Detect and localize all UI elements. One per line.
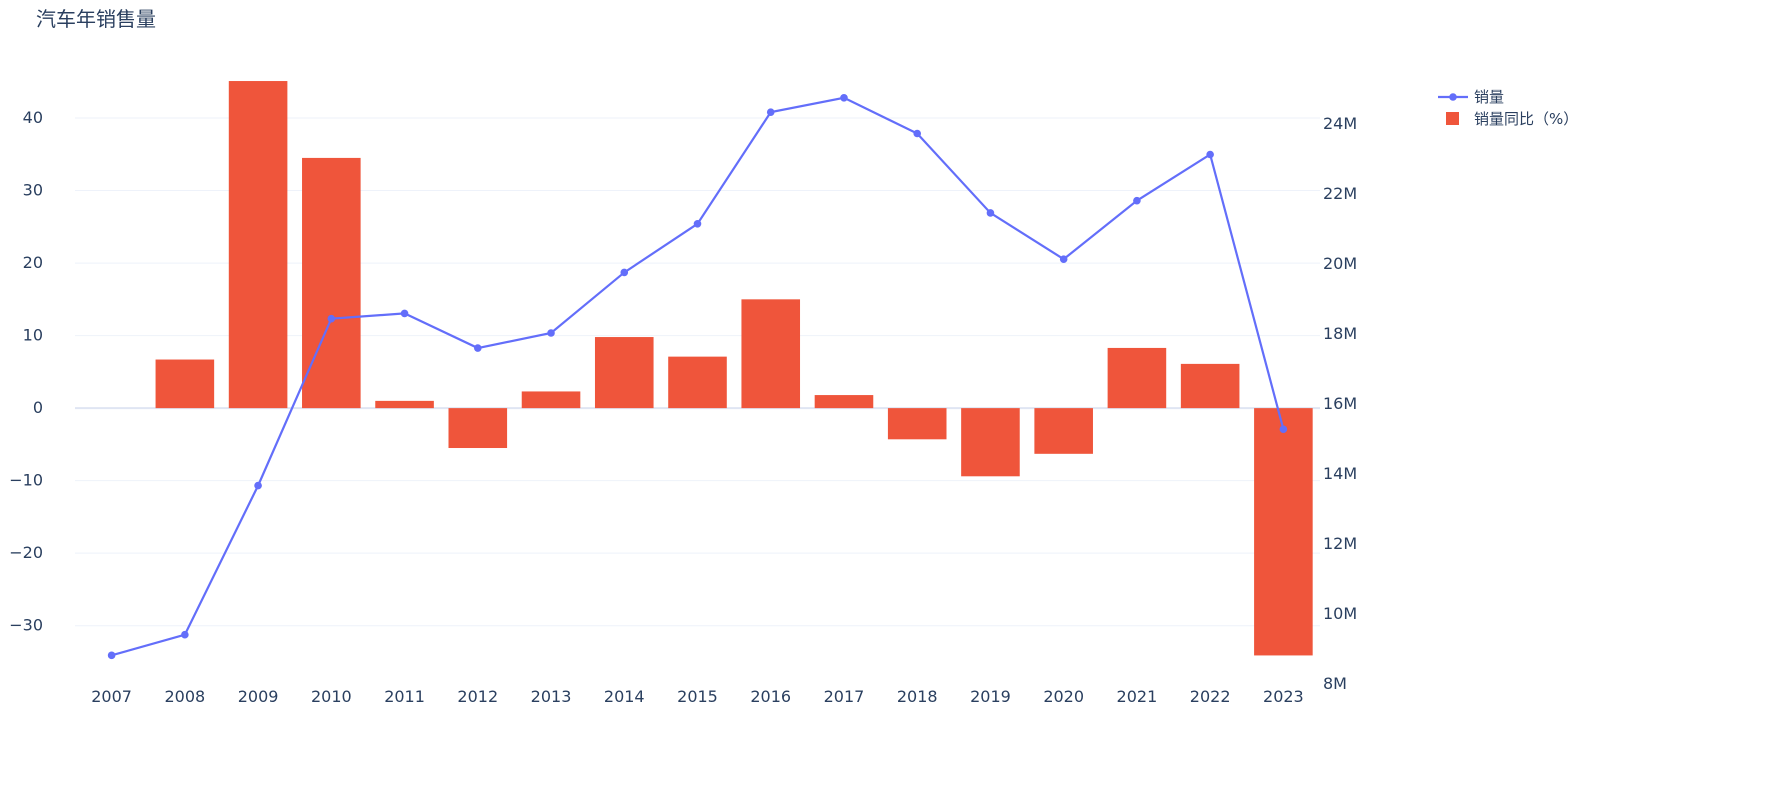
- point-2008[interactable]: [181, 630, 189, 639]
- y2-tick-label: 22M: [1323, 184, 1357, 203]
- y2-tick-label: 24M: [1323, 114, 1357, 133]
- y2-tick-label: 10M: [1323, 604, 1357, 623]
- bar-2023[interactable]: [1254, 408, 1313, 656]
- point-2015[interactable]: [693, 220, 702, 228]
- point-2022[interactable]: [1206, 150, 1214, 159]
- y2-tick-label: 8M: [1323, 674, 1347, 693]
- x-tick-label: 2016: [750, 687, 791, 706]
- bar-2019[interactable]: [961, 408, 1020, 477]
- point-2014[interactable]: [620, 268, 629, 277]
- chart-title: 汽车年销售量: [36, 7, 156, 31]
- y2-tick-label: 20M: [1323, 254, 1357, 273]
- point-2017[interactable]: [840, 94, 848, 102]
- bar-2017[interactable]: [814, 395, 874, 409]
- point-2009[interactable]: [254, 481, 262, 490]
- point-2023[interactable]: [1279, 425, 1288, 434]
- bar-2015[interactable]: [668, 356, 727, 409]
- legend-line-marker: [1449, 93, 1457, 101]
- bar-2011[interactable]: [375, 400, 434, 409]
- y2-tick-label: 16M: [1323, 394, 1357, 413]
- point-2007[interactable]: [107, 651, 116, 660]
- point-2020[interactable]: [1059, 255, 1068, 263]
- legend[interactable]: 销量 销量同比（%）: [1438, 88, 1578, 128]
- y2-tick-label: 18M: [1323, 324, 1357, 343]
- bar-2018[interactable]: [887, 408, 947, 440]
- point-2021[interactable]: [1133, 196, 1141, 205]
- y-tick-label: 30: [23, 181, 43, 200]
- legend-item-bar[interactable]: 销量同比（%）: [1446, 110, 1578, 128]
- y-tick-label: 10: [23, 326, 43, 345]
- point-2013[interactable]: [547, 329, 555, 337]
- x-tick-label: 2012: [457, 687, 498, 706]
- legend-bar-label: 销量同比（%）: [1474, 110, 1578, 128]
- point-2019[interactable]: [986, 209, 995, 217]
- x-tick-label: 2021: [1117, 687, 1158, 706]
- y-tick-label: −10: [9, 471, 43, 490]
- legend-item-line[interactable]: 销量: [1438, 88, 1504, 106]
- x-tick-label: 2023: [1263, 687, 1304, 706]
- bar-2012[interactable]: [448, 408, 508, 449]
- y2-tick-label: 14M: [1323, 464, 1357, 483]
- x-tick-label: 2020: [1043, 687, 1084, 706]
- line-series: [107, 94, 1288, 660]
- point-2018[interactable]: [913, 129, 922, 138]
- y-axis-left: −30 −20 −10 0 10 20 30 40: [9, 108, 43, 635]
- bar-2021[interactable]: [1107, 347, 1167, 409]
- point-2010[interactable]: [327, 314, 336, 323]
- legend-bar-swatch: [1446, 112, 1459, 125]
- point-2012[interactable]: [473, 344, 482, 352]
- bar-2009[interactable]: [228, 81, 288, 409]
- y-tick-label: 20: [23, 253, 43, 272]
- x-axis: 2007 2008 2009 2010 2011 2012 2013 2014 2015 2016…: [91, 687, 1303, 706]
- y-axis-right: 8M 10M 12M 14M 16M 18M 20M 22M 24M: [1323, 114, 1357, 693]
- x-tick-label: 2009: [238, 687, 279, 706]
- legend-line-label: 销量: [1474, 88, 1504, 106]
- x-tick-label: 2022: [1190, 687, 1231, 706]
- y-tick-label: −30: [9, 616, 43, 635]
- bar-2013[interactable]: [521, 391, 581, 409]
- bar-2014[interactable]: [594, 337, 654, 409]
- x-tick-label: 2017: [824, 687, 865, 706]
- x-tick-label: 2013: [531, 687, 572, 706]
- bar-2010[interactable]: [302, 157, 361, 409]
- x-tick-label: 2015: [677, 687, 718, 706]
- bar-2020[interactable]: [1034, 408, 1093, 454]
- point-2011[interactable]: [400, 309, 409, 318]
- bar-series: [155, 81, 1313, 656]
- x-tick-label: 2014: [604, 687, 645, 706]
- x-tick-label: 2018: [897, 687, 938, 706]
- x-tick-label: 2007: [91, 687, 132, 706]
- bar-2008[interactable]: [155, 359, 215, 409]
- y-tick-label: 40: [23, 108, 43, 127]
- bar-2016[interactable]: [741, 299, 801, 409]
- point-2016[interactable]: [766, 108, 775, 116]
- y2-tick-label: 12M: [1323, 534, 1357, 553]
- y-tick-label: −20: [9, 543, 43, 562]
- y-tick-label: 0: [33, 398, 43, 417]
- x-tick-label: 2008: [164, 687, 205, 706]
- x-tick-label: 2019: [970, 687, 1011, 706]
- x-tick-label: 2011: [384, 687, 425, 706]
- x-tick-label: 2010: [311, 687, 352, 706]
- bar-2022[interactable]: [1180, 363, 1240, 409]
